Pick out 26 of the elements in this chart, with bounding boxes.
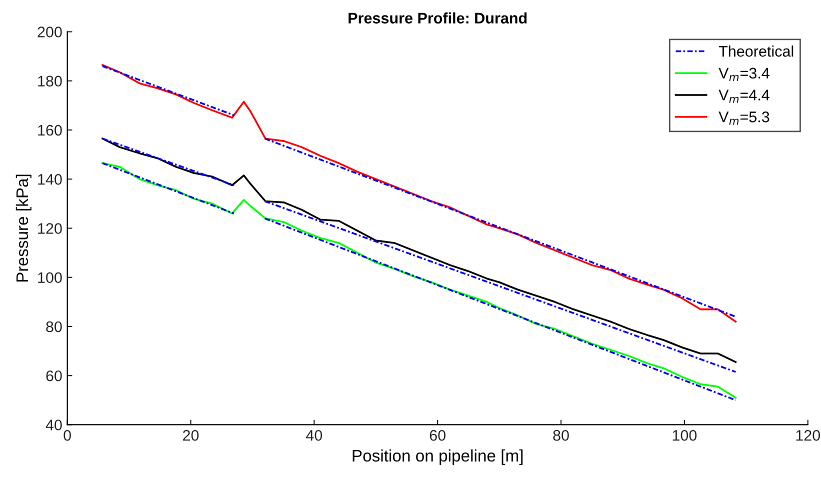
line-series: [102, 162, 737, 399]
chart-title: Pressure Profile: Durand: [348, 12, 527, 24]
x-tick-label: 80: [553, 430, 569, 441]
y-tick-label: 80: [46, 321, 62, 332]
line-series: [102, 64, 737, 322]
x-tick-label: 100: [672, 430, 697, 441]
legend-label: V$_{m}$=4.4: [718, 90, 770, 103]
y-tick-label: 140: [38, 174, 62, 185]
y-tick-label: 60: [46, 370, 62, 382]
x-tick-label: 20: [183, 430, 199, 441]
legend-label: Theoretical: [718, 45, 794, 57]
x-axis-title: Position on pipeline [m]: [352, 449, 523, 465]
y-tick-label: 40: [46, 420, 62, 430]
x-tick-label: 60: [430, 430, 446, 441]
x-tick-label: 40: [306, 430, 322, 441]
y-tick-label: 160: [38, 124, 62, 136]
x-tick-label: 0: [64, 430, 71, 441]
y-tick-label: 100: [38, 272, 62, 284]
y-tick-label: 200: [38, 26, 62, 38]
y-axis-title: Pressure [kPa]: [16, 174, 32, 282]
y-tick-label: 120: [38, 223, 62, 234]
y-tick-label: 180: [38, 76, 62, 87]
line-series: [102, 138, 737, 363]
legend-label: V$_{m}$=5.3: [718, 112, 770, 125]
x-tick-label: 120: [796, 430, 820, 441]
legend-label: V$_{m}$=3.4: [718, 68, 770, 81]
